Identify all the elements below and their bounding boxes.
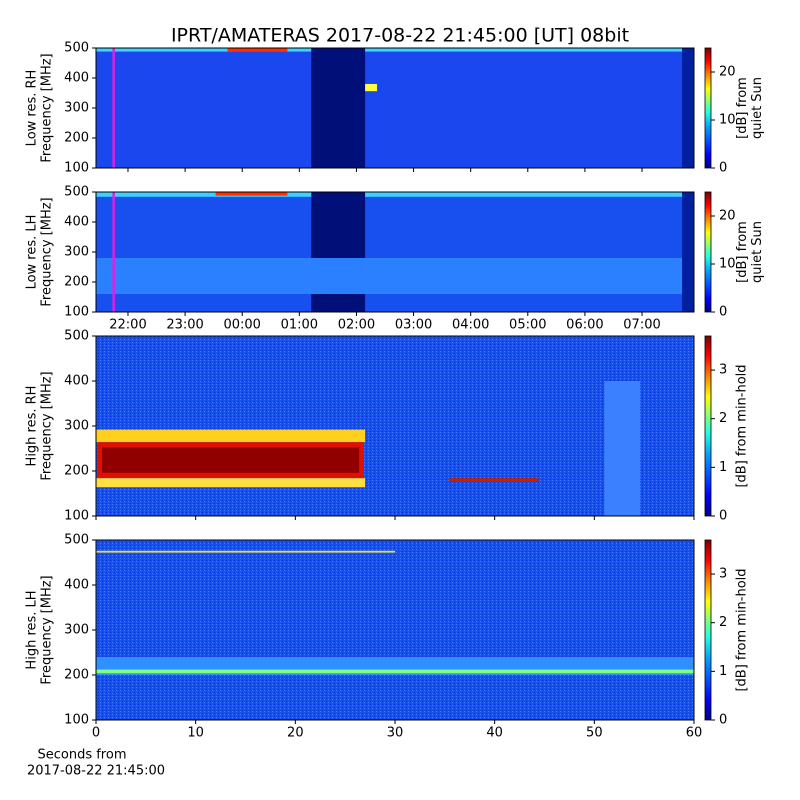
x-tick-label: 06:00 [566, 318, 603, 333]
colorbar-tick-label: 0 [719, 713, 727, 728]
x-tick-label: 40 [486, 726, 503, 741]
x-tick-label: 02:00 [338, 318, 375, 333]
y-axis-label: Frequency [MHz] [40, 371, 55, 480]
y-tick-label: 300 [64, 623, 89, 638]
y-tick-label: 300 [64, 419, 89, 434]
y-tick-label: 300 [64, 245, 89, 260]
y-tick-label: 300 [64, 101, 89, 116]
y-axis-label: High res. LH [25, 590, 40, 669]
y-tick-label: 400 [64, 578, 89, 593]
y-tick-label: 400 [64, 71, 89, 86]
y-tick-label: 400 [64, 215, 89, 230]
spectrogram-region [96, 192, 694, 197]
x-tick-label: 01:00 [281, 318, 318, 333]
spectrogram-region [682, 192, 694, 312]
x-tick-label: 04:00 [452, 318, 489, 333]
x-tick-label: 22:00 [109, 318, 146, 333]
colorbar-tick-label: 2 [719, 411, 727, 426]
x-tick-label: 05:00 [509, 318, 546, 333]
colorbar-label: [dB] from min-hold [735, 364, 750, 487]
colorbar-tick-label: 0 [719, 509, 727, 524]
y-axis-label: Low res. LH [25, 215, 40, 290]
y-tick-label: 500 [64, 185, 89, 200]
spectrogram-region [96, 540, 694, 720]
x-tick-label: 00:00 [223, 318, 260, 333]
x-tick-label: 03:00 [395, 318, 432, 333]
x-tick-label: 07:00 [623, 318, 660, 333]
spectrogram-region [96, 429, 366, 443]
y-tick-label: 500 [64, 41, 89, 56]
spectrogram-region [96, 478, 366, 488]
y-tick-label: 200 [64, 464, 89, 479]
y-tick-label: 200 [64, 275, 89, 290]
spectrogram-region [311, 48, 366, 168]
y-tick-label: 100 [64, 713, 89, 728]
y-axis-label: Low res. RH [25, 70, 40, 147]
spectrogram-region [365, 84, 378, 92]
x-tick-label: 10 [187, 726, 204, 741]
x-tick-label: 0 [92, 726, 100, 741]
x-tick-label: 50 [586, 726, 603, 741]
colorbar-tick-label: 1 [719, 664, 727, 679]
spectrogram-region [96, 669, 694, 674]
colorbar [704, 539, 712, 721]
colorbar [704, 191, 712, 313]
colorbar-tick-label: 10 [719, 257, 736, 272]
colorbar-label: [dB] from min-hold [735, 568, 750, 691]
spectrogram-region [604, 381, 641, 516]
spectrogram-region [96, 258, 694, 294]
y-axis-label: Frequency [MHz] [40, 575, 55, 684]
colorbar-tick-label: 3 [719, 363, 727, 378]
x-tick-label: 20 [287, 726, 304, 741]
colorbar-label: quiet Sun [750, 77, 765, 139]
y-tick-label: 100 [64, 509, 89, 524]
spectrogram-region [96, 48, 694, 168]
figure-title: IPRT/AMATERAS 2017-08-22 21:45:00 [UT] 0… [171, 25, 629, 47]
x-tick-label: 30 [387, 726, 404, 741]
y-tick-label: 400 [64, 374, 89, 389]
colorbar-tick-label: 0 [719, 305, 727, 320]
colorbar-tick-label: 2 [719, 615, 727, 630]
y-axis-label: Frequency [MHz] [40, 197, 55, 306]
x-axis-label: Seconds from [37, 748, 126, 763]
y-tick-label: 500 [64, 533, 89, 548]
x-tick-label: 60 [686, 726, 703, 741]
spectrogram-region [101, 447, 360, 473]
spectrogram-region [215, 192, 288, 196]
spectrogram-region [227, 48, 288, 52]
spectrogram-region [96, 48, 694, 52]
y-tick-label: 100 [64, 305, 89, 320]
colorbar-tick-label: 20 [719, 209, 736, 224]
colorbar-label: quiet Sun [750, 221, 765, 283]
colorbar [704, 47, 712, 169]
colorbar-label: [dB] from [735, 77, 750, 139]
y-axis-label: High res. RH [25, 386, 40, 467]
y-tick-label: 500 [64, 329, 89, 344]
y-axis-label: Frequency [MHz] [40, 53, 55, 162]
y-tick-label: 200 [64, 668, 89, 683]
colorbar [704, 335, 712, 517]
colorbar-tick-label: 1 [719, 460, 727, 475]
colorbar-tick-label: 10 [719, 113, 736, 128]
x-tick-label: 23:00 [166, 318, 203, 333]
spectrogram-region [682, 48, 694, 168]
y-tick-label: 200 [64, 131, 89, 146]
spectrogram-region [96, 550, 395, 553]
y-tick-label: 100 [64, 161, 89, 176]
x-axis-label: 2017-08-22 21:45:00 [27, 764, 165, 779]
spectrogram-region [448, 478, 539, 482]
colorbar-tick-label: 0 [719, 161, 727, 176]
colorbar-label: [dB] from [735, 221, 750, 283]
colorbar-tick-label: 20 [719, 65, 736, 80]
colorbar-tick-label: 3 [719, 567, 727, 582]
